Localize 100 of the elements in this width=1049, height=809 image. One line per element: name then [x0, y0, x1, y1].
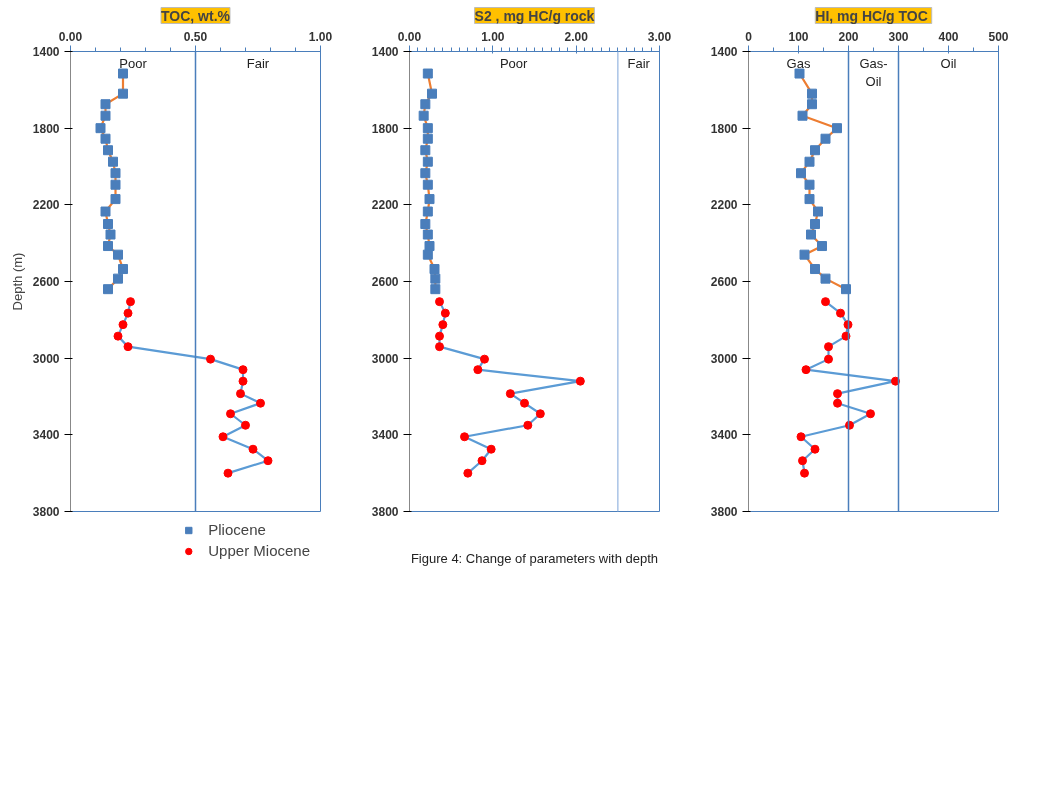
annotation: Oil [940, 55, 957, 71]
point [473, 365, 483, 375]
point [100, 206, 111, 217]
legend-label: Upper Miocene [208, 542, 310, 559]
x-tick-label: 0 [745, 29, 753, 44]
point [110, 179, 121, 190]
point [420, 168, 431, 179]
point [248, 444, 258, 454]
point [796, 168, 806, 179]
y-tick-label: 3800 [32, 505, 60, 519]
y-tick-label: 1800 [32, 121, 60, 136]
point [480, 354, 489, 364]
legend-label: Pliocene [208, 521, 266, 538]
point [804, 156, 815, 167]
point [429, 264, 440, 275]
point [422, 249, 433, 260]
caption: Figure 4: Change of parameters with depth [410, 551, 659, 566]
chart-title: HI, mg HC/g TOC [815, 7, 928, 24]
point [810, 219, 820, 229]
point [218, 432, 228, 442]
point [810, 145, 820, 156]
point [256, 398, 265, 408]
point [817, 241, 827, 252]
chart-title: S2 , mg HC/g rock [474, 7, 595, 24]
x-tick-label: 1.00 [481, 29, 505, 44]
point [420, 145, 431, 156]
y-tick-label: 1400 [371, 45, 399, 59]
point [100, 133, 111, 144]
point [118, 88, 128, 99]
annotation: Poor [119, 55, 148, 71]
point [418, 110, 429, 121]
point [238, 376, 248, 386]
point [841, 284, 851, 295]
point [422, 133, 433, 144]
point [110, 168, 121, 179]
point [535, 409, 545, 419]
annotation: Fair [627, 55, 651, 71]
point [100, 110, 111, 121]
y-tick-label: 3800 [371, 505, 399, 519]
point [463, 468, 473, 478]
point [105, 229, 116, 240]
y-tick-label: 1400 [32, 45, 60, 59]
point [477, 456, 487, 466]
y-tick-label: 2200 [371, 198, 399, 213]
point [575, 376, 585, 386]
point [113, 249, 123, 260]
y-tick-label: 1800 [371, 121, 399, 136]
y-tick-label: 3400 [32, 428, 60, 443]
point [424, 241, 435, 252]
point [108, 156, 118, 167]
x-tick-label: 1.00 [308, 29, 333, 44]
point [440, 308, 450, 318]
point [422, 123, 433, 134]
point [113, 331, 123, 341]
point [427, 88, 437, 99]
point [422, 179, 433, 190]
point [118, 68, 128, 79]
x-tick-label: 400 [938, 29, 959, 44]
point [832, 123, 842, 134]
point [430, 273, 441, 284]
point [118, 264, 128, 275]
point [422, 229, 433, 240]
point [263, 456, 273, 466]
point [796, 432, 806, 442]
point [226, 409, 235, 419]
point [422, 68, 433, 79]
point [103, 241, 113, 252]
point [806, 229, 816, 240]
point [799, 249, 810, 260]
point [833, 389, 842, 399]
x-tick-label: 0.00 [397, 29, 422, 44]
point [804, 194, 815, 205]
y-tick-label: 1400 [710, 45, 738, 59]
point [110, 194, 121, 205]
point [800, 468, 809, 478]
point [126, 297, 135, 307]
point [118, 320, 128, 330]
x-tick-label: 2.00 [564, 29, 589, 44]
point [103, 145, 113, 156]
point [430, 284, 441, 295]
point [103, 219, 113, 229]
point [435, 297, 444, 307]
point [103, 284, 113, 295]
point [422, 206, 433, 217]
x-tick-label: 0.50 [183, 29, 208, 44]
x-tick-label: 100 [788, 29, 809, 44]
point [824, 354, 833, 364]
point [123, 342, 133, 352]
y-tick-label: 2200 [32, 198, 60, 213]
point [236, 389, 245, 399]
point [422, 156, 433, 167]
y-tick-label: 3000 [710, 351, 738, 366]
point [820, 133, 831, 144]
point [866, 409, 875, 419]
point [438, 320, 448, 330]
y-tick-label: 2600 [710, 275, 738, 289]
point [123, 308, 133, 318]
point [113, 273, 123, 284]
x-tick-label: 3.00 [647, 29, 672, 44]
point [813, 206, 823, 217]
